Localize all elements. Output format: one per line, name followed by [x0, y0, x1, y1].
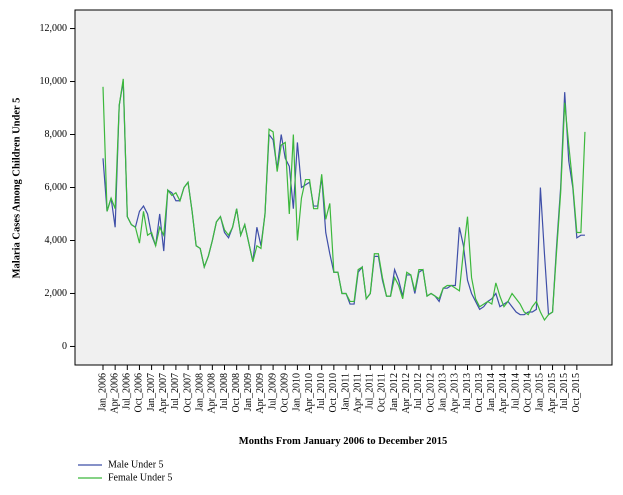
x-tick-label: Jan_2011: [340, 373, 351, 411]
x-tick-label: Oct_2014: [523, 373, 534, 412]
x-tick-label: Apr_2015: [547, 373, 558, 414]
x-tick-label: Oct_2009: [280, 373, 291, 412]
legend-label: Male Under 5: [108, 459, 164, 470]
x-tick-label: Jan_2012: [389, 373, 400, 411]
y-tick-label: 12,000: [40, 23, 68, 34]
plot-area: [74, 9, 613, 366]
x-tick-label: Jul_2011: [365, 373, 376, 409]
x-tick-label: Oct_2012: [425, 373, 436, 412]
y-tick-label: 2,000: [45, 288, 68, 299]
x-axis-title: Months From January 2006 to December 201…: [239, 436, 447, 447]
y-axis-title: Malaria Cases Among Children Under 5: [11, 98, 22, 279]
y-tick-label: 6,000: [45, 182, 68, 193]
x-tick-label: Jan_2007: [146, 373, 157, 411]
x-tick-label: Jan_2014: [486, 373, 497, 411]
x-tick-label: Jan_2015: [535, 373, 546, 411]
x-tick-label: Jul_2012: [413, 373, 424, 410]
y-tick-label: 10,000: [40, 76, 68, 87]
legend-label: Female Under 5: [108, 472, 172, 483]
x-tick-label: Oct_2010: [328, 373, 339, 412]
x-tick-label: Apr_2007: [158, 373, 169, 414]
x-tick-label: Apr_2010: [304, 373, 315, 414]
x-tick-label: Oct_2006: [134, 373, 145, 412]
x-tick-label: Apr_2008: [207, 373, 218, 414]
x-tick-label: Jul_2006: [122, 373, 133, 410]
x-tick-label: Jul_2015: [559, 373, 570, 410]
x-tick-label: Jul_2010: [316, 373, 327, 410]
x-tick-label: Jul_2014: [510, 373, 521, 410]
x-tick-label: Apr_2009: [255, 373, 266, 414]
x-tick-label: Jan_2009: [243, 373, 254, 411]
x-tick-label: Apr_2006: [109, 373, 120, 414]
y-tick-label: 0: [62, 341, 67, 352]
series-line: [102, 78, 586, 322]
x-tick-label: Jan_2013: [437, 373, 448, 411]
x-tick-label: Jul_2013: [462, 373, 473, 410]
x-tick-label: Jan_2006: [97, 373, 108, 411]
y-tick-label: 4,000: [45, 235, 68, 246]
y-tick-label: 8,000: [45, 129, 68, 140]
x-tick-label: Oct_2011: [377, 373, 388, 412]
x-tick-label: Jan_2008: [194, 373, 205, 411]
x-tick-label: Oct_2008: [231, 373, 242, 412]
x-tick-label: Apr_2012: [401, 373, 412, 414]
x-tick-label: Jul_2009: [267, 373, 278, 410]
x-tick-label: Jul_2008: [219, 373, 230, 410]
x-tick-label: Apr_2013: [450, 373, 461, 414]
x-tick-label: Jul_2007: [170, 373, 181, 410]
x-tick-label: Oct_2015: [571, 373, 582, 412]
x-tick-label: Oct_2007: [182, 373, 193, 412]
x-tick-label: Oct_2013: [474, 373, 485, 412]
x-tick-label: Apr_2014: [498, 373, 509, 414]
x-tick-label: Jan_2010: [292, 373, 303, 411]
x-tick-label: Apr_2011: [352, 373, 363, 413]
